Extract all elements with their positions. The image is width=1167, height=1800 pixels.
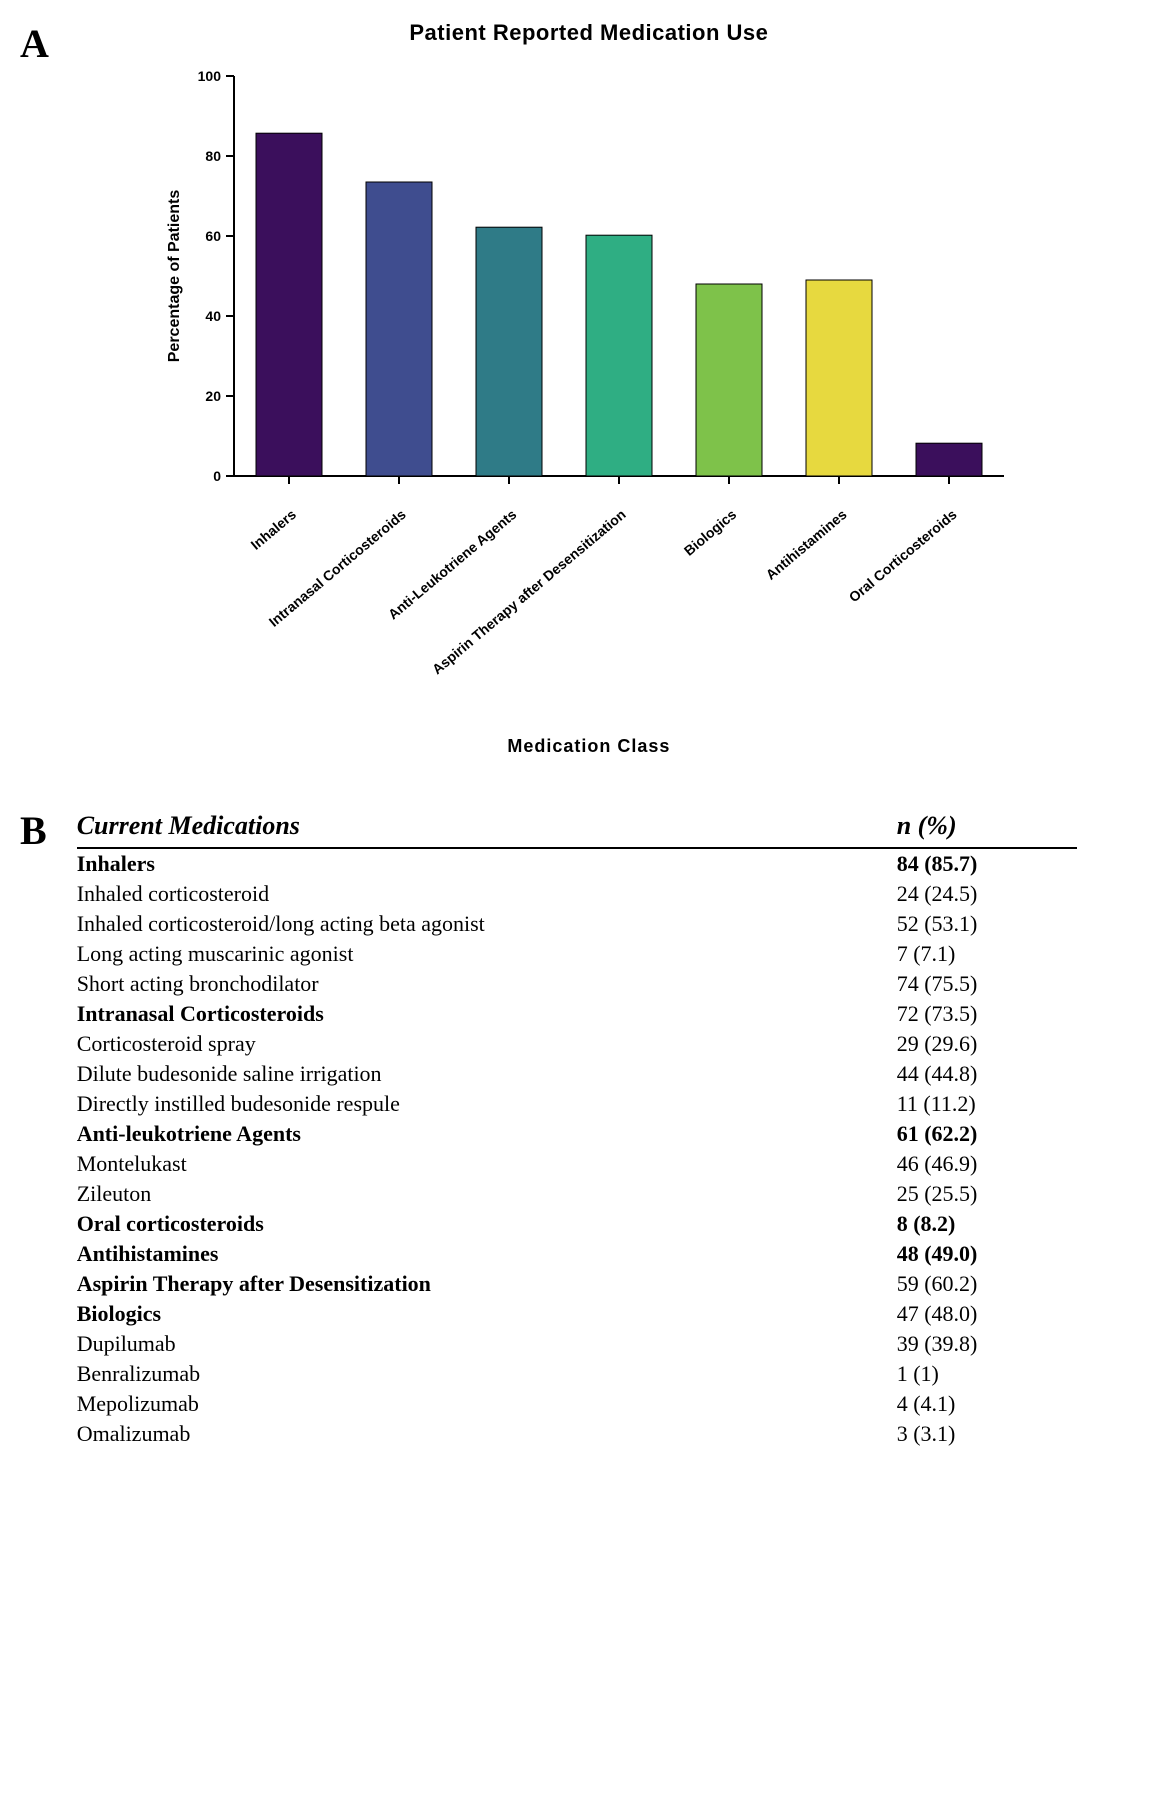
medication-value: 1 (1) [897, 1359, 1077, 1389]
medication-value: 39 (39.8) [897, 1329, 1077, 1359]
medication-subitem: Short acting bronchodilator [77, 969, 897, 999]
table-header-left: Current Medications [77, 807, 897, 848]
medication-category: Antihistamines [77, 1239, 897, 1269]
panel-b-label: B [20, 807, 47, 854]
medication-value: 4 (4.1) [897, 1389, 1077, 1419]
table-row: Inhaled corticosteroid24 (24.5) [77, 879, 1077, 909]
svg-text:Percentage of Patients: Percentage of Patients [166, 190, 183, 363]
svg-text:80: 80 [205, 148, 221, 164]
table-row: Oral corticosteroids8 (8.2) [77, 1209, 1077, 1239]
svg-text:60: 60 [205, 228, 221, 244]
medication-value: 48 (49.0) [897, 1239, 1077, 1269]
medication-category: Oral corticosteroids [77, 1209, 897, 1239]
x-axis-category-label: Aspirin Therapy after Desensitization [429, 506, 629, 677]
medication-category: Biologics [77, 1299, 897, 1329]
table-row: Montelukast46 (46.9) [77, 1149, 1077, 1179]
chart-box: 0 20 40 60 80 100 Percentage of Patients [149, 56, 1029, 496]
medication-subitem: Mepolizumab [77, 1389, 897, 1419]
medication-subitem: Long acting muscarinic agonist [77, 939, 897, 969]
medication-subitem: Zileuton [77, 1179, 897, 1209]
x-axis-labels: InhalersIntranasal CorticosteroidsAnti-L… [234, 496, 1004, 756]
x-axis-category-label: Inhalers [248, 506, 299, 553]
svg-text:20: 20 [205, 388, 221, 404]
medication-value: 59 (60.2) [897, 1269, 1077, 1299]
medication-subitem: Inhaled corticosteroid/long acting beta … [77, 909, 897, 939]
medication-subitem: Dilute budesonide saline irrigation [77, 1059, 897, 1089]
medication-subitem: Dupilumab [77, 1329, 897, 1359]
medication-value: 47 (48.0) [897, 1299, 1077, 1329]
table-row: Corticosteroid spray29 (29.6) [77, 1029, 1077, 1059]
medication-value: 25 (25.5) [897, 1179, 1077, 1209]
table-row: Intranasal Corticosteroids72 (73.5) [77, 999, 1077, 1029]
medications-table: Current Medications n (%) Inhalers84 (85… [77, 807, 1077, 1449]
medication-subitem: Benralizumab [77, 1359, 897, 1389]
table-row: Directly instilled budesonide respule11 … [77, 1089, 1077, 1119]
chart-title: Patient Reported Medication Use [149, 20, 1029, 46]
medication-value: 11 (11.2) [897, 1089, 1077, 1119]
medication-value: 74 (75.5) [897, 969, 1077, 999]
table-row: Biologics47 (48.0) [77, 1299, 1077, 1329]
table-row: Short acting bronchodilator74 (75.5) [77, 969, 1077, 999]
medication-category: Intranasal Corticosteroids [77, 999, 897, 1029]
medication-category: Aspirin Therapy after Desensitization [77, 1269, 897, 1299]
medication-value: 72 (73.5) [897, 999, 1077, 1029]
medication-category: Inhalers [77, 848, 897, 879]
medications-table-block: Current Medications n (%) Inhalers84 (85… [77, 807, 1077, 1449]
table-row: Long acting muscarinic agonist7 (7.1) [77, 939, 1077, 969]
medication-category: Anti-leukotriene Agents [77, 1119, 897, 1149]
table-row: Zileuton25 (25.5) [77, 1179, 1077, 1209]
medication-subitem: Montelukast [77, 1149, 897, 1179]
table-header-right: n (%) [897, 807, 1077, 848]
table-row: Omalizumab3 (3.1) [77, 1419, 1077, 1449]
svg-text:100: 100 [198, 68, 222, 84]
panel-a: A Patient Reported Medication Use 0 20 40 6… [20, 20, 1147, 757]
table-row: Mepolizumab4 (4.1) [77, 1389, 1077, 1419]
table-row: Dupilumab39 (39.8) [77, 1329, 1077, 1359]
medication-value: 84 (85.7) [897, 848, 1077, 879]
medication-value: 8 (8.2) [897, 1209, 1077, 1239]
x-axis-category-label: Oral Corticosteroids [845, 506, 959, 605]
medication-value: 44 (44.8) [897, 1059, 1077, 1089]
table-row: Anti-leukotriene Agents61 (62.2) [77, 1119, 1077, 1149]
table-row: Benralizumab1 (1) [77, 1359, 1077, 1389]
medication-value: 7 (7.1) [897, 939, 1077, 969]
medication-value: 46 (46.9) [897, 1149, 1077, 1179]
svg-text:40: 40 [205, 308, 221, 324]
medication-value: 3 (3.1) [897, 1419, 1077, 1449]
medication-value: 29 (29.6) [897, 1029, 1077, 1059]
medication-value: 24 (24.5) [897, 879, 1077, 909]
table-row: Dilute budesonide saline irrigation44 (4… [77, 1059, 1077, 1089]
x-axis-category-label: Biologics [681, 506, 740, 559]
svg-text:0: 0 [213, 468, 221, 484]
medication-subitem: Inhaled corticosteroid [77, 879, 897, 909]
medication-subitem: Omalizumab [77, 1419, 897, 1449]
chart-block: Patient Reported Medication Use 0 20 40 60 8… [149, 20, 1029, 757]
panel-b: B Current Medications n (%) Inhalers84 (… [20, 807, 1147, 1449]
table-row: Inhaled corticosteroid/long acting beta … [77, 909, 1077, 939]
bar-chart-svg: 0 20 40 60 80 100 Percentage of Patients [149, 56, 1029, 496]
medication-value: 61 (62.2) [897, 1119, 1077, 1149]
medication-value: 52 (53.1) [897, 909, 1077, 939]
x-axis-category-label: Antihistamines [762, 506, 849, 583]
table-row: Inhalers84 (85.7) [77, 848, 1077, 879]
table-row: Antihistamines48 (49.0) [77, 1239, 1077, 1269]
medication-subitem: Corticosteroid spray [77, 1029, 897, 1059]
medication-subitem: Directly instilled budesonide respule [77, 1089, 897, 1119]
table-row: Aspirin Therapy after Desensitization59 … [77, 1269, 1077, 1299]
panel-a-label: A [20, 20, 49, 67]
